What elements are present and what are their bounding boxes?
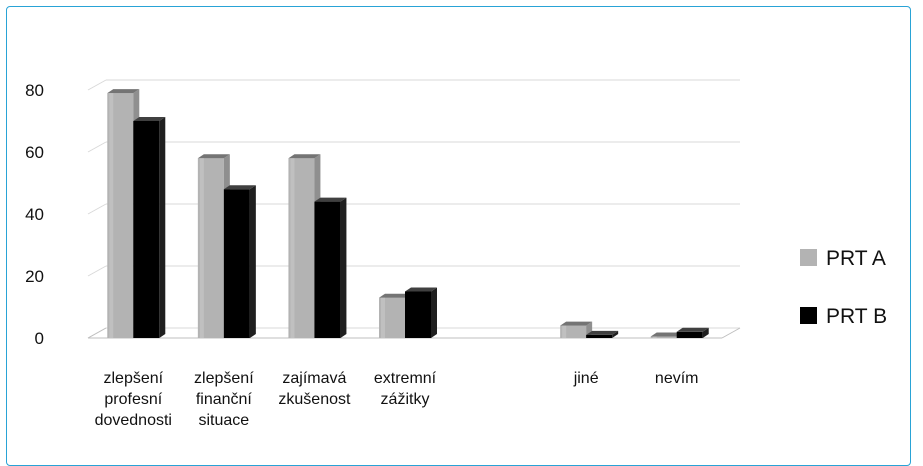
legend-label: PRT A — [826, 247, 886, 270]
x-tick-label-line: jiné — [573, 370, 599, 387]
y-tick-label: 0 — [35, 329, 44, 348]
bar — [676, 327, 709, 338]
x-tick-label-line: zkušenost — [278, 391, 351, 408]
x-tick-label-line: zlepšení — [103, 370, 163, 387]
bar-top — [650, 332, 683, 337]
gridline-side — [87, 141, 107, 153]
x-axis-depth-line — [721, 327, 741, 339]
x-tick-label-line: finanční — [196, 391, 253, 408]
bar — [133, 117, 166, 338]
bar-top — [676, 327, 709, 332]
x-tick-label-line: extremní — [374, 370, 437, 387]
bar-front — [133, 121, 160, 338]
bar-highlight — [199, 158, 204, 338]
x-tick-label-line: zážitky — [381, 391, 430, 408]
x-tick-label-line: profesní — [104, 391, 162, 408]
bar-front — [223, 189, 250, 338]
bar-top — [107, 89, 140, 94]
bars — [107, 89, 709, 338]
bar-highlight — [562, 325, 567, 338]
x-tick-label: zlepšení finanční situace — [194, 370, 254, 429]
gridline-side — [87, 79, 107, 91]
legend-swatch — [800, 307, 817, 324]
y-axis-depth-line — [87, 327, 107, 339]
x-tick-label: zlepšení profesní dovednosti — [95, 370, 172, 429]
legend-swatch — [800, 249, 817, 266]
bar-highlight — [109, 93, 114, 338]
x-tick-label: nevím — [655, 370, 699, 387]
bar-top — [379, 293, 411, 298]
bar-highlight — [652, 336, 657, 338]
x-tick-label-line: zlepšení — [194, 370, 254, 387]
x-tick-label: jiné — [573, 370, 599, 387]
x-tick-label-line: zajímavá — [282, 370, 346, 387]
bar-top — [586, 330, 619, 335]
bar-side — [159, 117, 166, 338]
legend: PRT A PRT B — [800, 247, 887, 328]
gridline-side — [87, 203, 107, 215]
bar-front — [314, 201, 341, 338]
y-tick-label: 40 — [25, 205, 44, 224]
bar — [405, 287, 437, 338]
bar-top — [197, 154, 230, 159]
bar-top — [288, 154, 321, 159]
bar-top — [223, 185, 256, 190]
bar-front — [560, 325, 587, 338]
bar — [586, 330, 619, 338]
bar-front — [650, 336, 677, 338]
x-tick-label-line: dovednosti — [95, 412, 172, 429]
x-tick-label-line: nevím — [655, 370, 699, 387]
bar-side — [249, 185, 256, 338]
y-tick-label: 60 — [25, 143, 44, 162]
bar-top — [560, 321, 593, 326]
bar-side — [612, 330, 619, 338]
gridline-side — [87, 265, 107, 277]
legend-label: PRT B — [826, 305, 887, 328]
bar-side — [702, 327, 709, 338]
x-tick-label-line: situace — [199, 412, 250, 429]
bar-front — [676, 331, 703, 338]
bar — [223, 185, 256, 338]
x-tick-label: extremní zážitky — [374, 370, 437, 408]
bar-top — [405, 287, 437, 292]
bar-side — [340, 197, 347, 338]
y-tick-label: 80 — [25, 81, 44, 100]
bar — [314, 197, 347, 338]
bar-top — [314, 197, 347, 202]
bar-front — [405, 291, 431, 338]
x-tick-label: zajímavá zkušenost — [278, 370, 351, 408]
y-tick-label: 20 — [25, 267, 44, 286]
bar-front — [586, 334, 613, 338]
bar-highlight — [381, 297, 385, 338]
bar-top — [133, 117, 166, 121]
bar-highlight — [290, 158, 295, 338]
bar-side — [431, 287, 437, 338]
